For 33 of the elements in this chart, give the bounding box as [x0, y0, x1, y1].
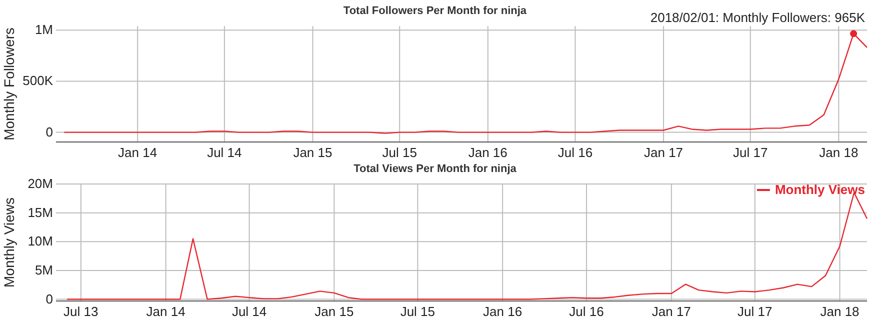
- x-tick-label: Jan 14: [146, 304, 186, 319]
- legend-label: Monthly Views: [774, 182, 865, 197]
- chart-title: Total Followers Per Month for ninja: [343, 5, 528, 17]
- x-tick-label: Jul 14: [232, 304, 267, 319]
- y-tick-label: 500K: [22, 73, 54, 88]
- y-tick-label: 0: [46, 124, 53, 140]
- x-tick-label: Jan 15: [314, 304, 354, 319]
- x-tick-label: Jan 17: [652, 304, 691, 319]
- x-tick-label: Jul 16: [569, 304, 604, 319]
- x-tick-label: Jul 13: [64, 304, 98, 319]
- y-tick-label: 15M: [28, 204, 53, 220]
- y-tick-label: 1M: [34, 22, 53, 38]
- y-tick-label: 0: [46, 291, 53, 306]
- y-tick-label: 5M: [34, 262, 53, 278]
- x-tick-label: Jul 16: [558, 145, 593, 160]
- x-tick-label: Jul 17: [733, 145, 768, 160]
- chart-title: Total Views Per Month for ninja: [354, 163, 518, 175]
- y-axis-title: Monthly Followers: [1, 28, 17, 140]
- x-tick-label: Jan 18: [820, 304, 860, 319]
- y-axis-title: Monthly Views: [1, 197, 17, 288]
- x-tick-label: Jul 15: [400, 304, 436, 319]
- x-tick-label: Jul 14: [207, 145, 242, 160]
- x-tick-label: Jul 15: [382, 145, 417, 160]
- x-tick-label: Jan 16: [483, 304, 522, 319]
- x-tick-label: Jan 15: [293, 145, 332, 160]
- x-tick-label: Jan 18: [819, 145, 858, 160]
- y-tick-label: 10M: [28, 234, 53, 249]
- x-tick-label: Jan 14: [118, 145, 158, 160]
- annotation: 2018/02/01: Monthly Followers: 965K: [650, 10, 866, 25]
- x-tick-label: Jan 16: [468, 145, 508, 160]
- x-tick-label: Jan 17: [644, 145, 684, 160]
- y-tick-label: 20M: [28, 176, 53, 191]
- x-tick-label: Jul 17: [738, 304, 772, 319]
